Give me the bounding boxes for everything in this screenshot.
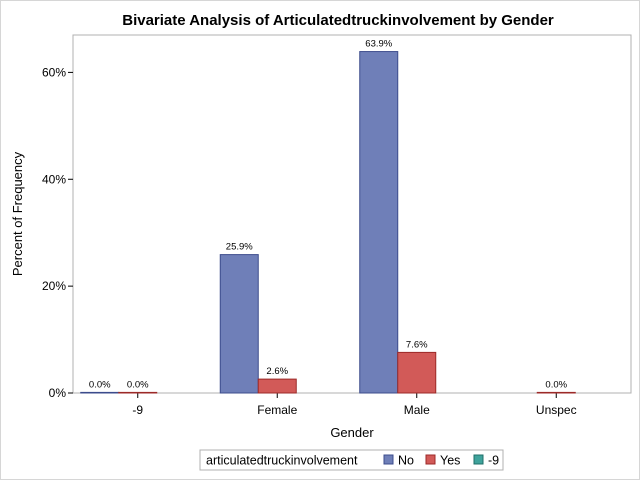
x-tick-label: -9	[132, 403, 143, 417]
x-tick-label: Unspec	[536, 403, 577, 417]
y-tick-label: 60%	[42, 65, 66, 79]
y-axis: 0% 20% 40% 60%	[42, 65, 73, 400]
y-tick-label: 20%	[42, 279, 66, 293]
data-label: 2.6%	[266, 366, 288, 377]
legend-swatch	[383, 454, 394, 465]
x-axis: -9 Female Male Unspec	[132, 393, 577, 417]
data-label: 0.0%	[127, 379, 149, 390]
y-tick-label: 0%	[49, 386, 67, 400]
y-tick-label: 40%	[42, 172, 66, 186]
bars	[80, 51, 576, 394]
y-axis-label: Percent of Frequency	[10, 151, 25, 276]
bar-yes	[536, 391, 576, 394]
x-tick-label: Male	[404, 403, 430, 417]
legend-entry: No	[398, 454, 414, 468]
data-labels: 0.0% 25.9% 63.9% 0.0% 2.6% 7.6% 0.0%	[89, 39, 568, 391]
data-label: 7.6%	[406, 339, 428, 350]
legend-entry: Yes	[440, 454, 460, 468]
x-tick-label: Female	[257, 403, 297, 417]
bar-no	[80, 391, 120, 394]
plot-area	[72, 34, 632, 394]
legend-title: articulatedtruckinvolvement	[206, 454, 358, 468]
bar-yes	[118, 391, 158, 394]
bar-no	[359, 51, 399, 394]
legend-swatch	[425, 454, 436, 465]
x-axis-label: Gender	[330, 425, 374, 440]
data-label: 0.0%	[545, 379, 567, 390]
bar-no	[219, 254, 259, 394]
data-label: 25.9%	[226, 242, 253, 253]
bar-yes	[397, 351, 437, 394]
data-label: 0.0%	[89, 379, 111, 390]
chart-title: Bivariate Analysis of Articulatedtruckin…	[122, 12, 554, 29]
data-label: 63.9%	[365, 39, 392, 50]
legend: articulatedtruckinvolvement No Yes -9	[199, 449, 504, 471]
bar-yes	[257, 378, 297, 394]
legend-entry: -9	[488, 454, 499, 468]
legend-swatch	[473, 454, 484, 465]
